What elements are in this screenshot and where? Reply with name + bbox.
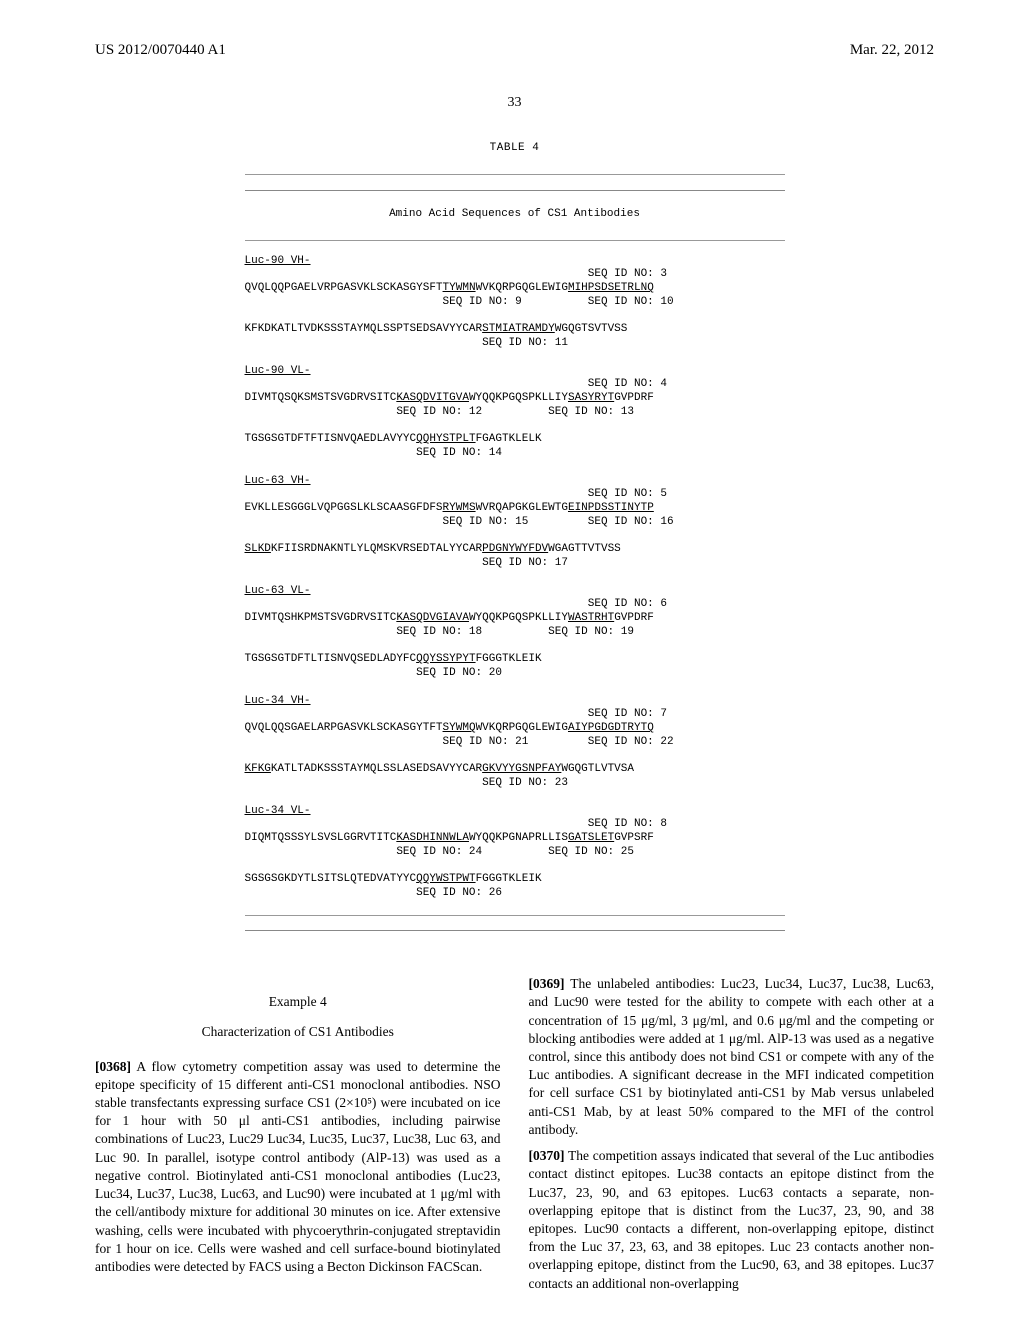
- para-text: A flow cytometry competition assay was u…: [95, 1059, 501, 1274]
- example-number: Example 4: [95, 993, 501, 1011]
- seq-name: Luc-90 VL-: [245, 365, 785, 379]
- seq-name: Luc-63 VH-: [245, 475, 785, 489]
- body-columns: Example 4 Characterization of CS1 Antibo…: [95, 975, 934, 1301]
- table-4: TABLE 4 Amino Acid Sequences of CS1 Anti…: [245, 129, 785, 946]
- pub-number: US 2012/0070440 A1: [95, 40, 226, 61]
- seq-id: SEQ ID NO: 4: [245, 378, 785, 392]
- seq-id-sub: SEQ ID NO: 15 SEQ ID NO: 16: [245, 516, 785, 530]
- seq-line: TGSGSGTDFTLTISNVQSEDLADYFCQQYSSYPYTFGGGT…: [245, 653, 785, 667]
- page-header: US 2012/0070440 A1 Mar. 22, 2012: [95, 40, 934, 61]
- table-rule: [245, 240, 785, 241]
- seq-line: EVKLLESGGGLVQPGGSLKLSCAASGFDFSRYWMSWVRQA…: [245, 502, 785, 516]
- paragraph-0368: [0368] A flow cytometry competition assa…: [95, 1058, 501, 1277]
- page-number: 33: [95, 93, 934, 113]
- para-text: The unlabeled antibodies: Luc23, Luc34, …: [529, 976, 935, 1137]
- seq-id: SEQ ID NO: 6: [245, 598, 785, 612]
- seq-name: Luc-63 VL-: [245, 585, 785, 599]
- seq-line: SLKDKFIISRDNAKNTLYLQMSKVRSEDTALYYCARPDGN…: [245, 543, 785, 557]
- para-num: [0370]: [529, 1148, 565, 1163]
- seq-id-sub: SEQ ID NO: 12 SEQ ID NO: 13: [245, 406, 785, 420]
- paragraph-0369: [0369] The unlabeled antibodies: Luc23, …: [529, 975, 935, 1139]
- seq-name: Luc-34 VH-: [245, 695, 785, 709]
- seq-id: SEQ ID NO: 3: [245, 268, 785, 282]
- para-num: [0368]: [95, 1059, 131, 1074]
- seq-line: SGSGSGKDYTLSITSLQTEDVATYYCQQYWSTPWTFGGGT…: [245, 873, 785, 887]
- seq-id-sub: SEQ ID NO: 18 SEQ ID NO: 19: [245, 626, 785, 640]
- seq-line: KFKDKATLTVDKSSSTAYMQLSSPTSEDSAVYYCARSTMI…: [245, 323, 785, 337]
- seq-id-sub: SEQ ID NO: 9 SEQ ID NO: 10: [245, 296, 785, 310]
- seq-id-sub: SEQ ID NO: 20: [245, 667, 785, 681]
- seq-line: QVQLQQPGAELVRPGASVKLSCKASGYSFTTYWMNWVKQR…: [245, 282, 785, 296]
- table-rule: [245, 174, 785, 175]
- paragraph-0370: [0370] The competition assays indicated …: [529, 1147, 935, 1293]
- left-column: Example 4 Characterization of CS1 Antibo…: [95, 975, 501, 1301]
- seq-name: Luc-90 VH-: [245, 255, 785, 269]
- seq-name: Luc-34 VL-: [245, 805, 785, 819]
- seq-id-sub: SEQ ID NO: 17: [245, 557, 785, 571]
- seq-line: QVQLQQSGAELARPGASVKLSCKASGYTFTSYWMQWVKQR…: [245, 722, 785, 736]
- seq-line: DIVMTQSQKSMSTSVGDRVSITCKASQDVITGVAWYQQKP…: [245, 392, 785, 406]
- seq-line: DIVMTQSHKPMSTSVGDRVSITCKASQDVGIAVAWYQQKP…: [245, 612, 785, 626]
- example-title: Characterization of CS1 Antibodies: [95, 1023, 501, 1041]
- seq-id-sub: SEQ ID NO: 24 SEQ ID NO: 25: [245, 846, 785, 860]
- seq-id-sub: SEQ ID NO: 26: [245, 887, 785, 901]
- seq-id-sub: SEQ ID NO: 11: [245, 337, 785, 351]
- table-rule: [245, 930, 785, 931]
- seq-line: DIQMTQSSSYLSVSLGGRVTITCKASDHINNWLAWYQQKP…: [245, 832, 785, 846]
- seq-id-sub: SEQ ID NO: 23: [245, 777, 785, 791]
- para-text: The competition assays indicated that se…: [529, 1148, 935, 1291]
- pub-date: Mar. 22, 2012: [850, 40, 934, 61]
- table-caption: Amino Acid Sequences of CS1 Antibodies: [245, 208, 785, 222]
- table-rule: [245, 915, 785, 916]
- table-rule: [245, 190, 785, 191]
- table-number: TABLE 4: [245, 142, 785, 156]
- para-num: [0369]: [529, 976, 565, 991]
- seq-id-sub: SEQ ID NO: 21 SEQ ID NO: 22: [245, 736, 785, 750]
- seq-id: SEQ ID NO: 8: [245, 818, 785, 832]
- right-column: [0369] The unlabeled antibodies: Luc23, …: [529, 975, 935, 1301]
- seq-line: TGSGSGTDFTFTISNVQAEDLAVYYCQQHYSTPLTFGAGT…: [245, 433, 785, 447]
- seq-id: SEQ ID NO: 7: [245, 708, 785, 722]
- seq-id: SEQ ID NO: 5: [245, 488, 785, 502]
- seq-id-sub: SEQ ID NO: 14: [245, 447, 785, 461]
- seq-line: KFKGKATLTADKSSSTAYMQLSSLASEDSAVYYCARGKVY…: [245, 763, 785, 777]
